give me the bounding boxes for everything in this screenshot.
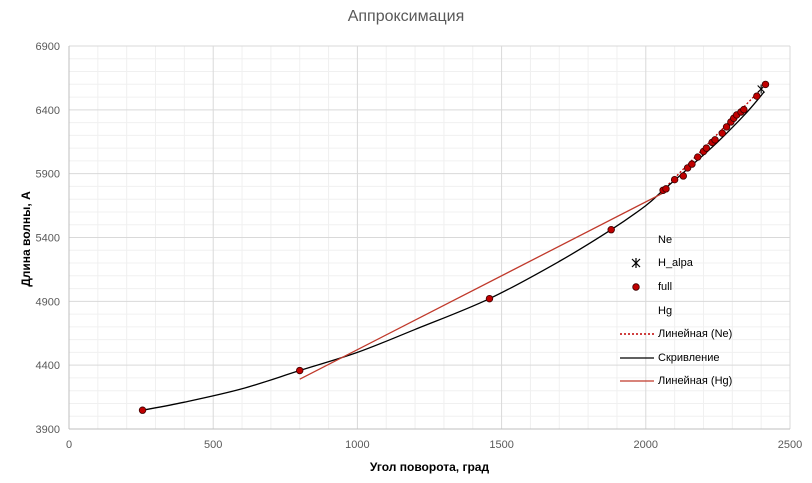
x-tick-label: 2500 [778, 439, 802, 451]
legend-label-hg: Hg [658, 304, 673, 317]
data-point-full [138, 406, 147, 414]
legend-key-curve [620, 357, 654, 359]
data-point-full [607, 226, 615, 234]
legend: Ne H_alpa full Hg Линейная (Ne) Скривлен… [616, 228, 732, 393]
plot-area [138, 80, 770, 414]
series-line-линейная-hg [299, 190, 667, 380]
data-point-full [722, 123, 731, 131]
legend-item-linear-hg: Линейная (Hg) [616, 370, 732, 394]
y-tick-label: 4900 [36, 296, 60, 308]
x-tick-label: 0 [66, 439, 72, 451]
legend-label-full: full [658, 280, 673, 293]
data-point-full [740, 105, 748, 114]
chart-title: Аппроксимация [347, 8, 465, 25]
x-tick-label: 1000 [345, 439, 369, 451]
data-point-full [718, 129, 726, 137]
legend-label-ne: Ne [658, 233, 673, 246]
y-tick-label: 5400 [36, 233, 60, 245]
legend-item-linear-ne: Линейная (Ne) [616, 322, 732, 346]
data-point-full [679, 172, 687, 180]
x-tick-label: 2000 [634, 439, 658, 451]
legend-label-linear-hg: Линейная (Hg) [658, 375, 733, 388]
legend-item-full: full [616, 275, 732, 299]
x-tick-label: 500 [204, 439, 222, 451]
legend-item-hg: Hg [616, 299, 732, 323]
y-tick-label: 6900 [36, 41, 60, 53]
legend-label-h-alpa: H_alpa [658, 257, 693, 270]
legend-key-full [632, 283, 640, 291]
data-point-full [485, 294, 494, 303]
data-point-full [670, 175, 679, 184]
y-tick-label: 6400 [36, 105, 60, 117]
x-axis-label: Угол поворота, град [369, 460, 490, 474]
y-tick-label: 5900 [36, 169, 60, 181]
data-point-full [688, 160, 696, 168]
y-tick-label: 4400 [36, 360, 60, 372]
legend-key-linear-hg [620, 380, 654, 382]
legend-key-ne [616, 232, 656, 248]
legend-label-linear-ne: Линейная (Ne) [658, 328, 733, 341]
data-point-full [296, 366, 304, 375]
legend-key-hg [616, 303, 656, 319]
data-point-full [753, 92, 761, 100]
data-point-full [702, 144, 711, 152]
legend-item-ne: Ne [616, 228, 732, 252]
x-tick-label: 1500 [489, 439, 513, 451]
legend-key-linear-ne [620, 333, 654, 335]
legend-item-curve: Скривление [616, 346, 732, 370]
legend-label-curve: Скривление [658, 351, 720, 364]
data-point-full [694, 153, 702, 161]
data-point-full [711, 136, 719, 144]
data-point-full [662, 185, 670, 193]
tick-labels: 0 500 1000 1500 2000 2500 3900 4400 4900 5400 5900… [36, 41, 803, 451]
axes [68, 46, 790, 430]
legend-item-h-alpa: H_alpa [616, 252, 732, 276]
legend-key-h-alpa [631, 258, 641, 269]
y-tick-label: 3900 [36, 424, 60, 436]
data-point-full [761, 80, 770, 89]
y-axis-label: Длина волны, А [19, 191, 33, 287]
